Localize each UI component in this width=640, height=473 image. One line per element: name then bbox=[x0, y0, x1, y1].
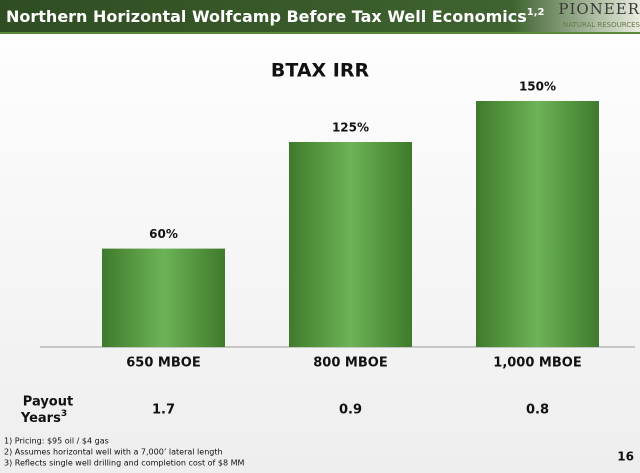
page-number: 16 bbox=[617, 450, 634, 464]
footnote: 3) Reflects single well drilling and com… bbox=[4, 459, 245, 468]
value-label: 150% bbox=[519, 80, 556, 94]
value-label: 125% bbox=[332, 121, 369, 135]
bar bbox=[102, 248, 225, 347]
footnote: 1) Pricing: $95 oil / $4 gas bbox=[4, 437, 109, 446]
payout-value: 1.7 bbox=[152, 403, 175, 418]
logo-subtitle: NATURAL RESOURCES bbox=[563, 21, 640, 29]
footnote: 2) Assumes horizontal well with a 7,000’… bbox=[4, 448, 223, 457]
payout-value: 0.9 bbox=[339, 403, 362, 418]
logo-name: PIONEER bbox=[558, 0, 640, 18]
x-tick-label: 800 MBOE bbox=[313, 356, 387, 371]
payout-label-text: Years bbox=[20, 411, 61, 426]
payout-label: Payout bbox=[23, 395, 73, 410]
value-label: 60% bbox=[149, 227, 178, 241]
payout-value: 0.8 bbox=[526, 403, 549, 418]
payout-label-2: Years3 bbox=[20, 409, 67, 426]
header-rule bbox=[0, 32, 640, 34]
header-bar bbox=[0, 0, 640, 32]
payout-sup: 3 bbox=[61, 409, 67, 419]
x-tick-label: 1,000 MBOE bbox=[493, 356, 581, 371]
chart-title: BTAX IRR bbox=[271, 60, 370, 82]
x-tick-label: 650 MBOE bbox=[126, 356, 200, 371]
title-text: Northern Horizontal Wolfcamp Before Tax … bbox=[6, 7, 527, 26]
title-sup: 1,2 bbox=[527, 7, 545, 18]
slide-title: Northern Horizontal Wolfcamp Before Tax … bbox=[6, 7, 544, 26]
bar bbox=[289, 142, 412, 347]
bar bbox=[476, 101, 599, 347]
